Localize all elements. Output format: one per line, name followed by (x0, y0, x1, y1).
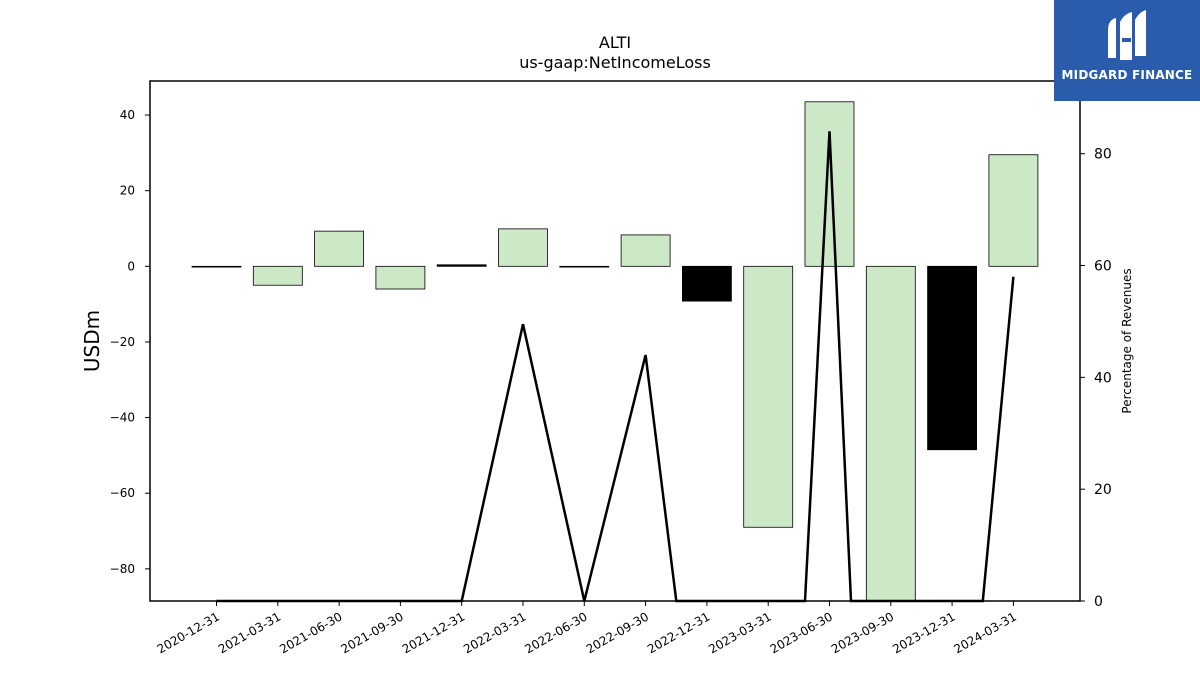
bar-2021-03-31 (252, 265, 303, 286)
y-tick-label: −40 (110, 411, 135, 425)
bar-2023-03-31 (743, 265, 794, 528)
x-tick-label: 2023-03-31 (706, 609, 773, 656)
x-tick-label: 2021-03-31 (216, 609, 283, 656)
y2-tick-label: 20 (1094, 482, 1112, 498)
y2-tick-label: 80 (1094, 147, 1112, 163)
x-tick-label: 2021-06-30 (277, 609, 344, 656)
y2-tick-label: 60 (1094, 259, 1112, 275)
bar-2021-09-30 (375, 265, 426, 290)
y2-tick-label: 0 (1094, 594, 1103, 610)
y-tick-label: −20 (110, 335, 135, 349)
x-tick-label: 2021-09-30 (338, 609, 405, 656)
x-tick-label: 2023-06-30 (768, 609, 835, 656)
x-tick-label: 2023-12-31 (890, 609, 957, 656)
y-tick-label: −60 (110, 486, 135, 500)
y-tick-label: 20 (120, 184, 135, 198)
x-tick-label: 2022-06-30 (522, 609, 589, 656)
bar-2021-12-31 (436, 264, 487, 267)
bar-2022-06-30 (559, 265, 610, 268)
x-tick-label: 2022-12-31 (645, 609, 712, 656)
bars-layer (191, 101, 1039, 602)
x-tick-label: 2020-12-31 (155, 609, 222, 656)
y-axis-label: USDm (80, 310, 104, 372)
brand-logo: MIDGARD FINANCE (1054, 0, 1200, 101)
x-tick-label: 2022-09-30 (584, 609, 651, 656)
x-tick-label: 2023-09-30 (829, 609, 896, 656)
bar-2022-03-31 (498, 228, 548, 267)
bar-2023-06-30 (804, 101, 855, 267)
chart-title: ALTI (599, 33, 631, 52)
y2-axis-label: Percentage of Revenues (1120, 268, 1134, 413)
bar-2024-03-31 (988, 154, 1039, 267)
bar-2022-09-30 (620, 234, 671, 267)
chart-subtitle: us-gaap:NetIncomeLoss (519, 53, 711, 72)
bar-2022-12-31 (682, 265, 732, 302)
plot-frame (149, 80, 1081, 602)
bar-2023-09-30 (865, 265, 916, 602)
y-tick-label: −80 (110, 562, 135, 576)
x-tick-label: 2024-03-31 (951, 609, 1018, 656)
y2-tick-label: 40 (1094, 370, 1112, 386)
bar-2021-06-30 (314, 230, 365, 267)
x-tick-label: 2022-03-31 (461, 609, 528, 656)
bar-2020-12-31 (191, 265, 242, 268)
y-tick-label: 0 (127, 259, 135, 273)
x-tick-label: 2021-12-31 (400, 609, 467, 656)
logo-mark-icon (1108, 10, 1146, 60)
y-tick-label: 40 (120, 108, 135, 122)
logo-text: MIDGARD FINANCE (1061, 68, 1193, 82)
bar-2023-12-31 (927, 265, 977, 451)
